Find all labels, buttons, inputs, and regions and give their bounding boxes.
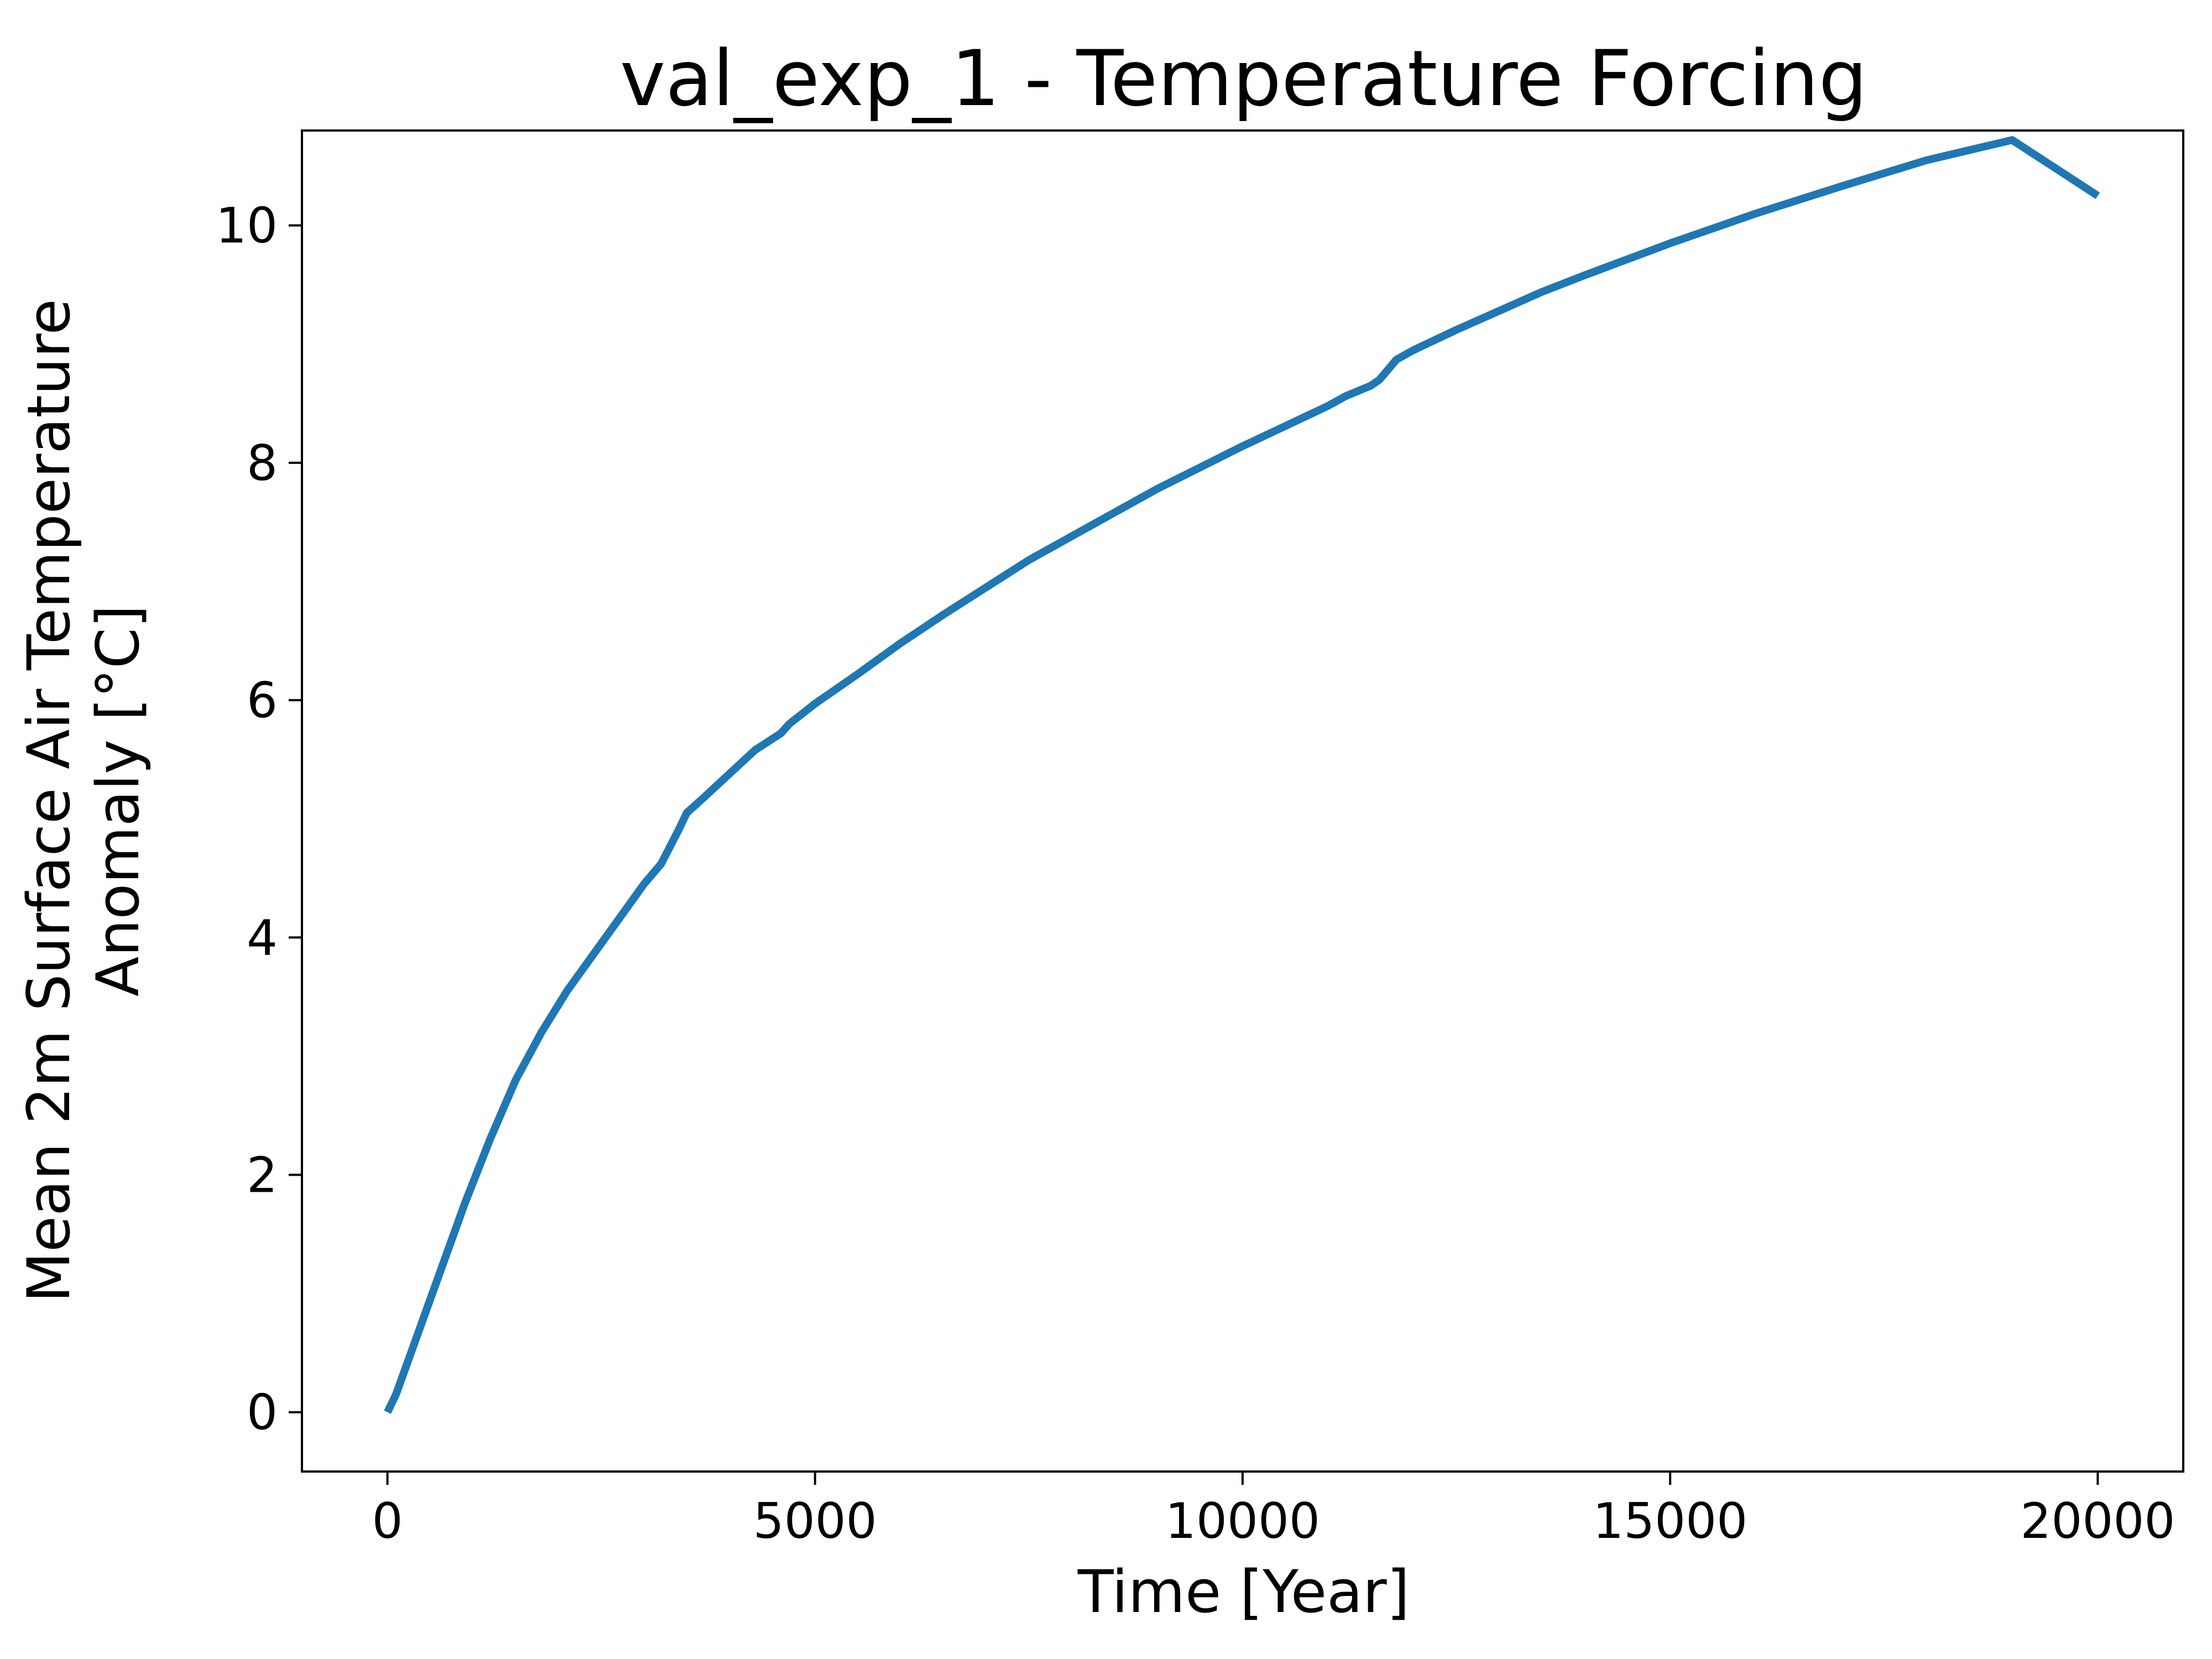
x-tick-label: 0 [372,1493,403,1550]
plot-area-frame [301,129,2184,1473]
y-axis-label: Mean 2m Surface Air Temperature Anomaly … [15,299,152,1302]
series-line [384,136,2100,1414]
x-tick-label: 15000 [1593,1493,1747,1550]
y-tick-label: 10 [216,197,278,254]
x-axis-label: Time [Year] [1077,1558,1410,1626]
y-tick-label: 0 [247,1384,278,1441]
y-axis-label-line-2: Anomaly [°C] [84,605,152,997]
y-tick-label: 8 [247,435,278,492]
y-tick-label: 4 [247,909,278,966]
y-tick-label: 6 [247,672,278,729]
y-axis-label-line-1: Mean 2m Surface Air Temperature [15,299,83,1302]
x-tick-label: 10000 [1165,1493,1320,1550]
y-axis-ticks: 0 2 4 6 8 10 [216,197,302,1441]
y-tick-label: 2 [247,1146,278,1203]
x-axis-ticks: 0 5000 10000 15000 20000 [372,1472,2175,1550]
chart-title: val_exp_1 - Temperature Forcing [620,34,1867,123]
x-tick-label: 20000 [2020,1493,2175,1550]
x-tick-label: 5000 [753,1493,877,1550]
series-layer [384,136,2100,1414]
